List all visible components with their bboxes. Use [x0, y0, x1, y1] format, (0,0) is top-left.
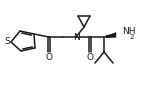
Text: S: S [4, 38, 10, 46]
Text: NH: NH [122, 28, 135, 37]
Text: 2: 2 [130, 34, 134, 40]
Polygon shape [104, 32, 116, 38]
Text: N: N [74, 32, 80, 41]
Text: O: O [45, 53, 53, 61]
Text: O: O [86, 53, 93, 61]
